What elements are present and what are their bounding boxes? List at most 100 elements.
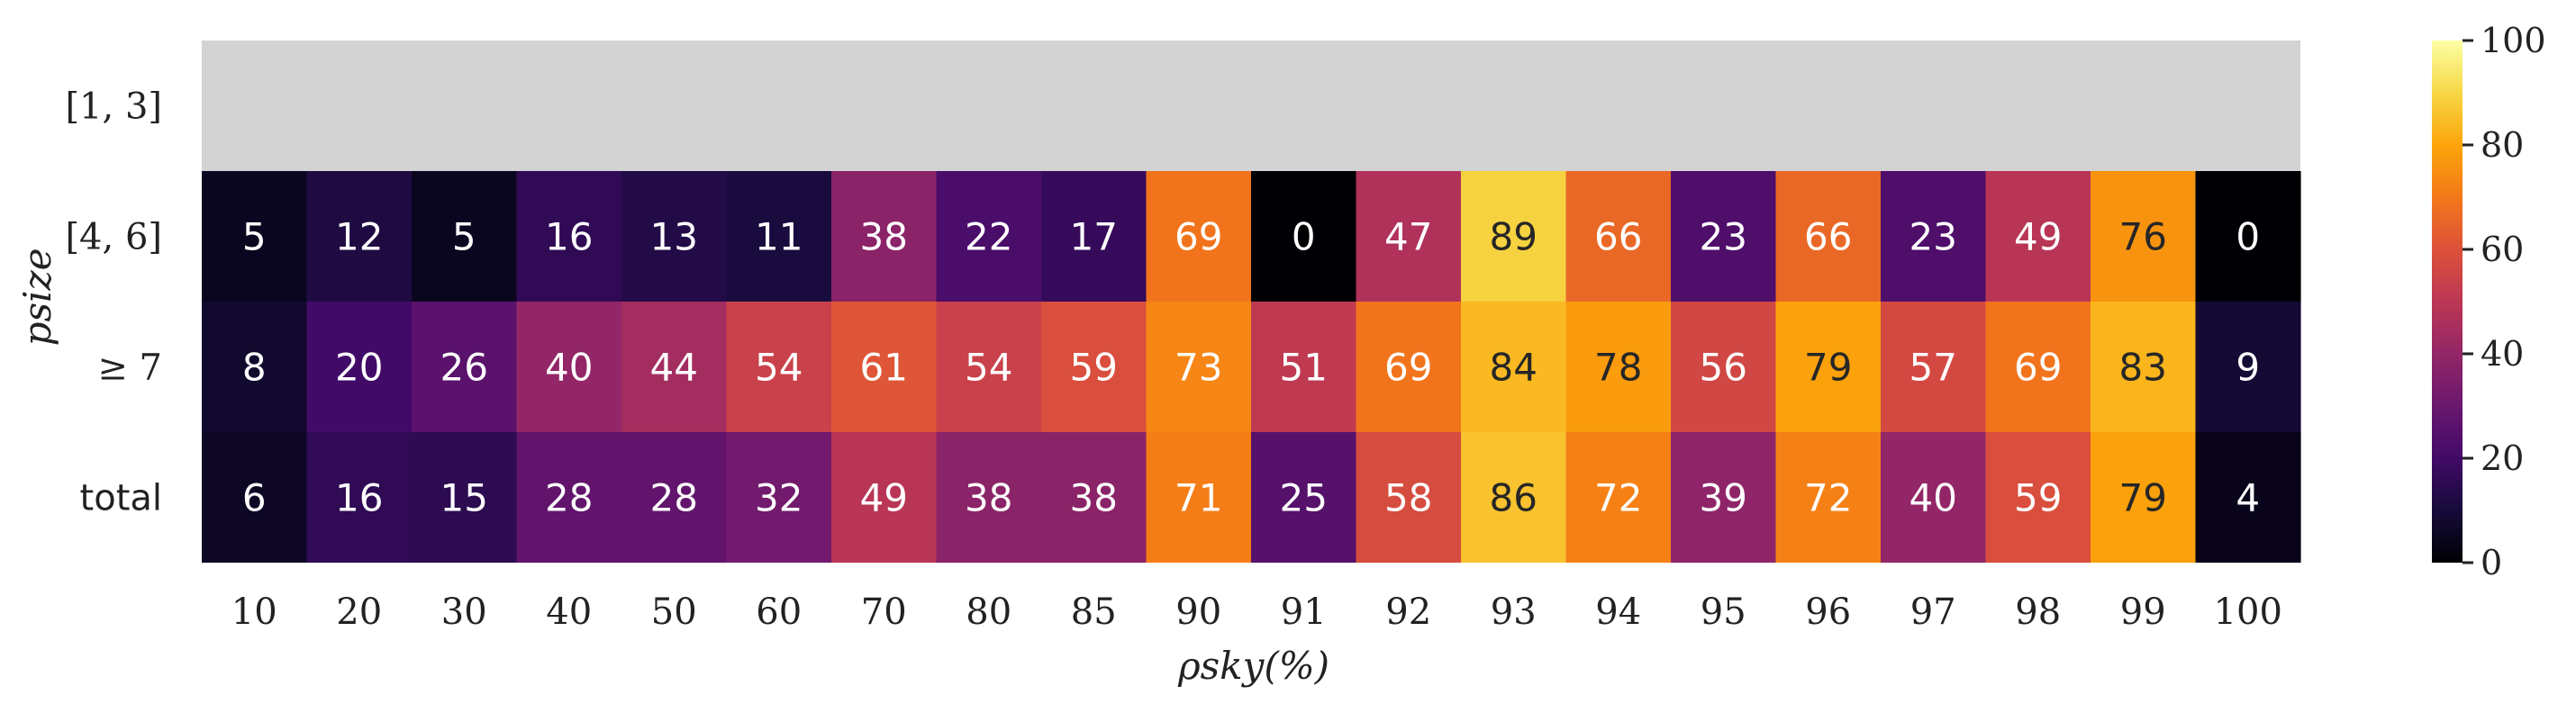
axis-labels: ρsky(%) psize	[15, 248, 1329, 688]
cell-value-label: 9	[2236, 346, 2260, 390]
cell-value-label: 26	[440, 346, 488, 390]
heatmap-cell	[1881, 171, 1987, 302]
heatmap-cell	[516, 302, 622, 432]
heatmap-cell	[831, 302, 938, 432]
heatmap-cell	[1041, 302, 1147, 432]
heatmap-cell	[202, 432, 308, 563]
cell-value-label: 11	[755, 215, 803, 259]
cell-value-label: 73	[1175, 346, 1222, 390]
cell-value-label: 38	[1070, 476, 1118, 520]
cell-value-label: 28	[545, 476, 593, 520]
heatmap-cell	[1356, 171, 1462, 302]
x-tick-label: 97	[1910, 591, 1956, 633]
heatmap-cells: 5 12 5 16 13 11 38 22 17 69 0 47 89 66 23 66 23 49 76 08 20 2…	[202, 41, 2301, 563]
cell-value-label: 12	[335, 215, 383, 259]
x-tick-label: 100	[2214, 591, 2282, 633]
x-tick-label: 98	[2015, 591, 2061, 633]
cell-value-label: 32	[755, 476, 803, 520]
cell-value-label: 25	[1280, 476, 1328, 520]
cell-value-label: 58	[1384, 476, 1432, 520]
x-tick-label: 50	[651, 591, 697, 633]
colorbar-tick-label: 80	[2481, 125, 2524, 165]
colorbar-tick-label: 60	[2481, 230, 2524, 269]
cell-value-label: 59	[2014, 476, 2062, 520]
heatmap-cell	[621, 432, 728, 563]
x-axis-label: ρsky(%)	[1177, 644, 1329, 688]
cell-value-label: 56	[1700, 346, 1747, 390]
cell-value-label: 72	[1594, 476, 1642, 520]
heatmap-cell	[1461, 432, 1567, 563]
heatmap-cell	[1671, 302, 1777, 432]
cell-value-label: 22	[965, 215, 1012, 259]
x-tick-label: 10	[231, 591, 277, 633]
x-tick-label: 91	[1281, 591, 1327, 633]
cell-value-label: 0	[1292, 215, 1316, 259]
colorbar-tick-label: 0	[2481, 543, 2502, 582]
heatmap-cell	[726, 302, 832, 432]
cell-value-label: 16	[545, 215, 593, 259]
cell-value-label: 28	[650, 476, 698, 520]
cell-value-label: 23	[1700, 215, 1747, 259]
cell-value-label: 17	[1070, 215, 1118, 259]
heatmap-cell	[2091, 302, 2197, 432]
heatmap-cell	[412, 432, 518, 563]
colorbar-tick-label: 20	[2481, 438, 2524, 478]
cell-value-label: 69	[2014, 346, 2062, 390]
cell-value-label: 13	[650, 215, 698, 259]
x-tick-label: 70	[861, 591, 907, 633]
cell-value-label: 84	[1490, 346, 1537, 390]
heatmap-cell	[1461, 171, 1567, 302]
heatmap-cell	[516, 432, 622, 563]
heatmap-cell	[2091, 432, 2197, 563]
heatmap-cell	[1671, 171, 1777, 302]
cell-value-label: 15	[440, 476, 488, 520]
heatmap-cell	[202, 171, 308, 302]
heatmap-cell	[2195, 171, 2301, 302]
cell-value-label: 57	[1909, 346, 1957, 390]
heatmap-cell	[936, 171, 1042, 302]
heatmap-cell	[412, 171, 518, 302]
cell-value-label: 54	[965, 346, 1012, 390]
cell-value-label: 49	[860, 476, 908, 520]
heatmap-cell	[306, 171, 413, 302]
heatmap-cell	[936, 432, 1042, 563]
cell-value-label: 86	[1490, 476, 1537, 520]
x-tick-label: 94	[1595, 591, 1641, 633]
heatmap-cell	[1251, 302, 1357, 432]
heatmap-cell	[831, 171, 938, 302]
cell-value-label: 83	[2119, 346, 2167, 390]
cell-value-label: 71	[1175, 476, 1222, 520]
heatmap-cell	[1985, 302, 2091, 432]
cell-value-label: 5	[452, 215, 476, 259]
x-tick-label: 93	[1491, 591, 1537, 633]
colorbar-tick-label: 100	[2481, 21, 2546, 60]
heatmap-cell	[1251, 432, 1357, 563]
heatmap-cell	[1251, 171, 1357, 302]
cell-value-label: 4	[2236, 476, 2260, 520]
heatmap-cell	[1146, 171, 1252, 302]
cell-value-label: 38	[860, 215, 908, 259]
cell-value-label: 44	[650, 346, 698, 390]
heatmap-cell	[2091, 171, 2197, 302]
colorbar-tick-label: 40	[2481, 334, 2524, 374]
cell-value-label: 49	[2014, 215, 2062, 259]
heatmap-cell	[306, 432, 413, 563]
cell-value-label: 6	[242, 476, 267, 520]
heatmap-cell	[1356, 302, 1462, 432]
y-tick-label: total	[80, 478, 162, 519]
heatmap-cell	[1671, 432, 1777, 563]
colorbar-ticks: 0 20 40 60 80 100	[2463, 21, 2546, 582]
x-tick-label: 92	[1385, 591, 1431, 633]
heatmap-cell	[1565, 302, 1672, 432]
missing-row	[202, 41, 2300, 171]
cell-value-label: 78	[1594, 346, 1642, 390]
heatmap-cell	[936, 302, 1042, 432]
y-tick-labels: [1, 3] [4, 6] ≥ 7 total	[65, 86, 162, 519]
heatmap-cell	[1041, 432, 1147, 563]
heatmap-cell	[1461, 302, 1567, 432]
heatmap-cell	[831, 432, 938, 563]
cell-value-label: 66	[1804, 215, 1852, 259]
heatmap-cell	[621, 171, 728, 302]
heatmap-cell	[1775, 432, 1882, 563]
x-tick-label: 90	[1175, 591, 1221, 633]
